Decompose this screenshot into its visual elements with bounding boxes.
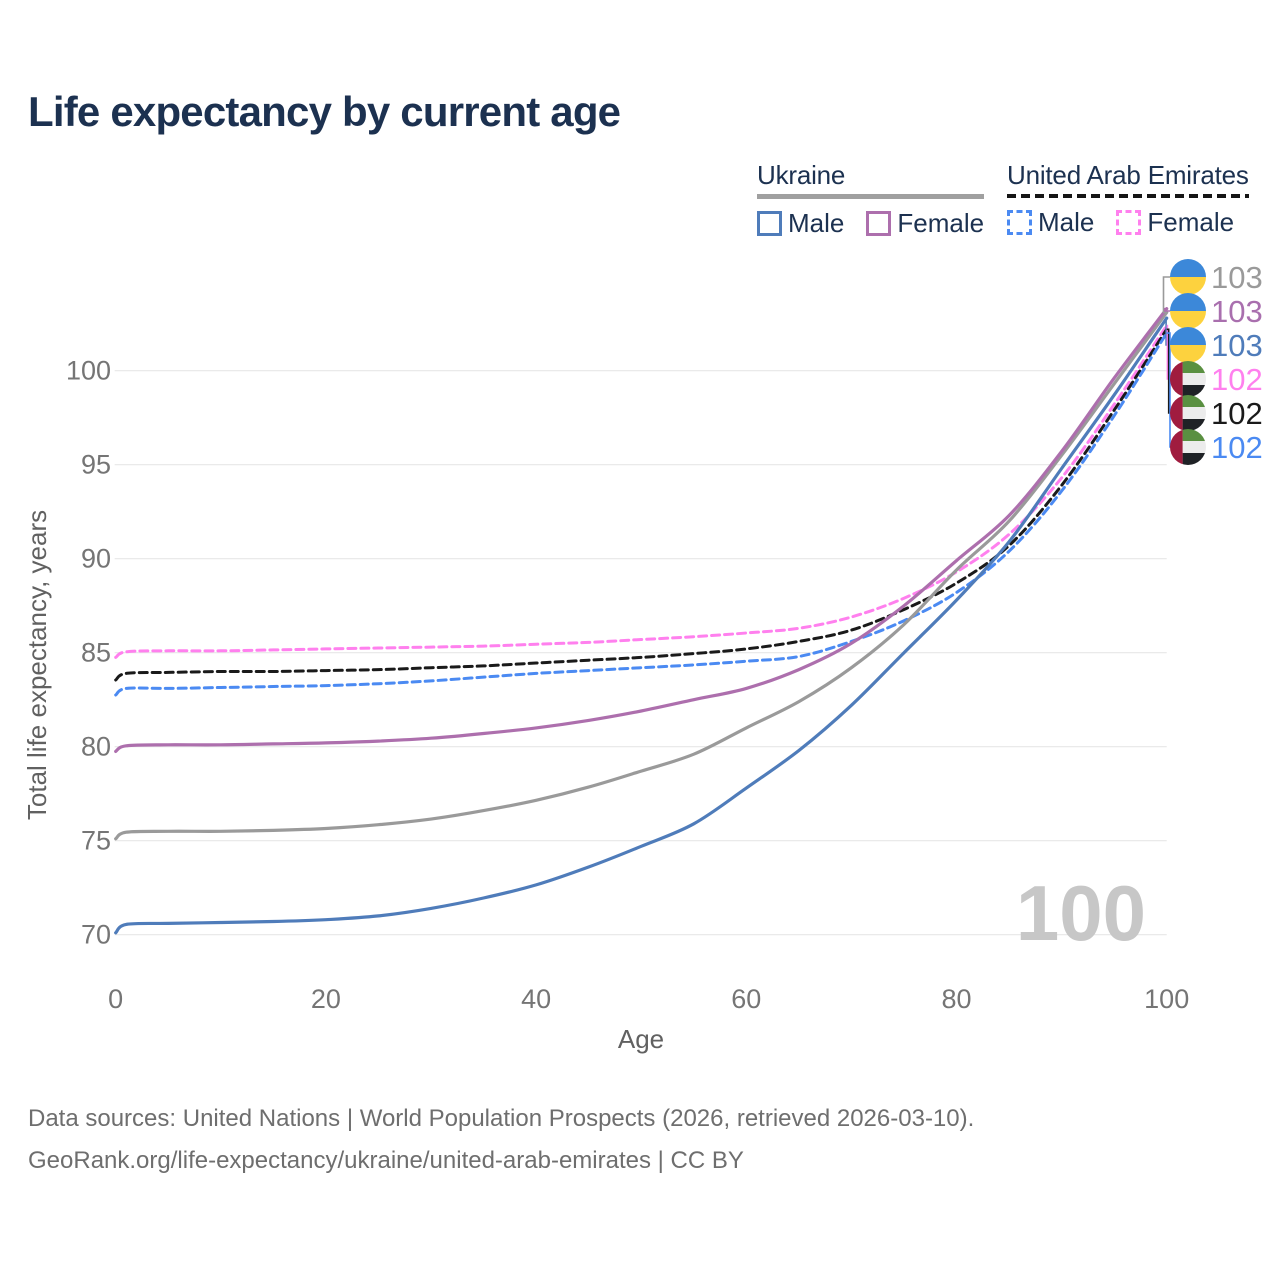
uae-flag-icon-part (1170, 395, 1183, 431)
uae-flag-icon-part (1182, 441, 1206, 453)
ukraine-flag-icon-part (1170, 327, 1206, 345)
legend-item-uae-male: Male (1007, 207, 1094, 238)
series-line-ua_female (114, 307, 1169, 753)
end-value-label-ua_total: 103 (1211, 260, 1263, 295)
annotation-connector-ua_female (1164, 307, 1172, 312)
watermark-label: 100 (1016, 869, 1146, 957)
annotation-connector-ua_total (1162, 276, 1172, 314)
ukraine-flag-icon-part (1170, 259, 1206, 277)
legend-underline-uae (1007, 194, 1249, 198)
end-value-label-ua_female: 103 (1211, 294, 1263, 329)
end-value-label-ae_total: 102 (1211, 396, 1263, 431)
series-line-ua_male (114, 316, 1169, 935)
legend-label-ukraine-female: Female (897, 208, 985, 238)
x-tick-60: 60 (731, 984, 761, 1014)
legend-row-ukraine: Male Female (757, 208, 984, 239)
uae-flag-icon-part (1182, 407, 1206, 419)
ukraine-female-swatch-icon (866, 211, 892, 236)
uae-flag-icon-part (1182, 361, 1206, 373)
y-tick-70: 70 (81, 920, 111, 950)
footer-data-sources: Data sources: United Nations | World Pop… (28, 1105, 975, 1132)
uae-flag-icon-part (1182, 373, 1206, 385)
y-tick-80: 80 (81, 732, 111, 762)
uae-flag-icon (1170, 395, 1206, 431)
page-title: Life expectancy by current age (28, 88, 621, 135)
x-tick-20: 20 (311, 984, 341, 1014)
legend-item-ukraine-male: Male (757, 208, 844, 239)
ukraine-flag-icon-part (1170, 311, 1206, 329)
ukraine-flag-icon (1170, 259, 1206, 295)
ukraine-male-swatch-icon (757, 211, 782, 236)
uae-flag-icon-part (1170, 429, 1183, 465)
footer: Data sources: United Nations | World Pop… (28, 1098, 974, 1182)
x-tick-40: 40 (521, 984, 551, 1014)
series-line-ae_total (114, 327, 1169, 682)
footer-attribution: GeoRank.org/life-expectancy/ukraine/unit… (28, 1147, 744, 1174)
x-tick-0: 0 (108, 984, 123, 1014)
ukraine-flag-icon-part (1170, 345, 1206, 363)
legend-label-uae-male: Male (1038, 207, 1095, 237)
uae-flag-icon-part (1170, 361, 1183, 397)
x-tick-100: 100 (1144, 984, 1189, 1014)
legend-row-uae: Male Female (1007, 207, 1249, 238)
ukraine-flag-icon (1170, 327, 1206, 363)
series-line-ae_female (114, 324, 1169, 659)
uae-flag-icon-part (1182, 429, 1206, 441)
legend-underline-ukraine (757, 194, 985, 199)
ukraine-flag-icon-part (1170, 293, 1206, 311)
y-tick-90: 90 (81, 544, 111, 574)
uae-flag-icon-part (1182, 453, 1206, 465)
legend-item-uae-female: Female (1116, 207, 1234, 238)
end-value-label-ua_male: 103 (1211, 328, 1263, 363)
y-axis-title: Total life expectancy, years (22, 510, 52, 820)
ukraine-flag-icon-part (1170, 277, 1206, 295)
series-line-ae_male (114, 331, 1169, 697)
uae-flag-icon (1170, 361, 1206, 397)
ukraine-flag-icon (1170, 293, 1206, 329)
uae-flag-icon-part (1182, 395, 1206, 407)
legend-header-uae: United Arab Emirates (1007, 160, 1249, 190)
y-tick-75: 75 (81, 826, 111, 856)
end-value-label-ae_female: 102 (1211, 362, 1263, 397)
legend-label-ukraine-male: Male (788, 208, 845, 238)
uae-male-swatch-icon (1007, 210, 1032, 235)
y-tick-95: 95 (81, 450, 111, 480)
x-axis-title: Age (618, 1024, 664, 1054)
legend-group-ukraine: Ukraine Male Female (757, 160, 985, 239)
legend-group-uae: United Arab Emirates Male Female (1007, 160, 1249, 238)
legend-header-ukraine: Ukraine (757, 160, 846, 190)
y-tick-100: 100 (66, 356, 111, 386)
legend-item-ukraine-female: Female (866, 208, 984, 239)
uae-female-swatch-icon (1116, 210, 1142, 235)
y-tick-85: 85 (81, 638, 111, 668)
legend-label-uae-female: Female (1147, 207, 1235, 237)
x-tick-80: 80 (941, 984, 971, 1014)
series-line-ua_total (114, 310, 1169, 841)
end-value-label-ae_male: 102 (1211, 430, 1263, 465)
uae-flag-icon (1170, 429, 1206, 465)
